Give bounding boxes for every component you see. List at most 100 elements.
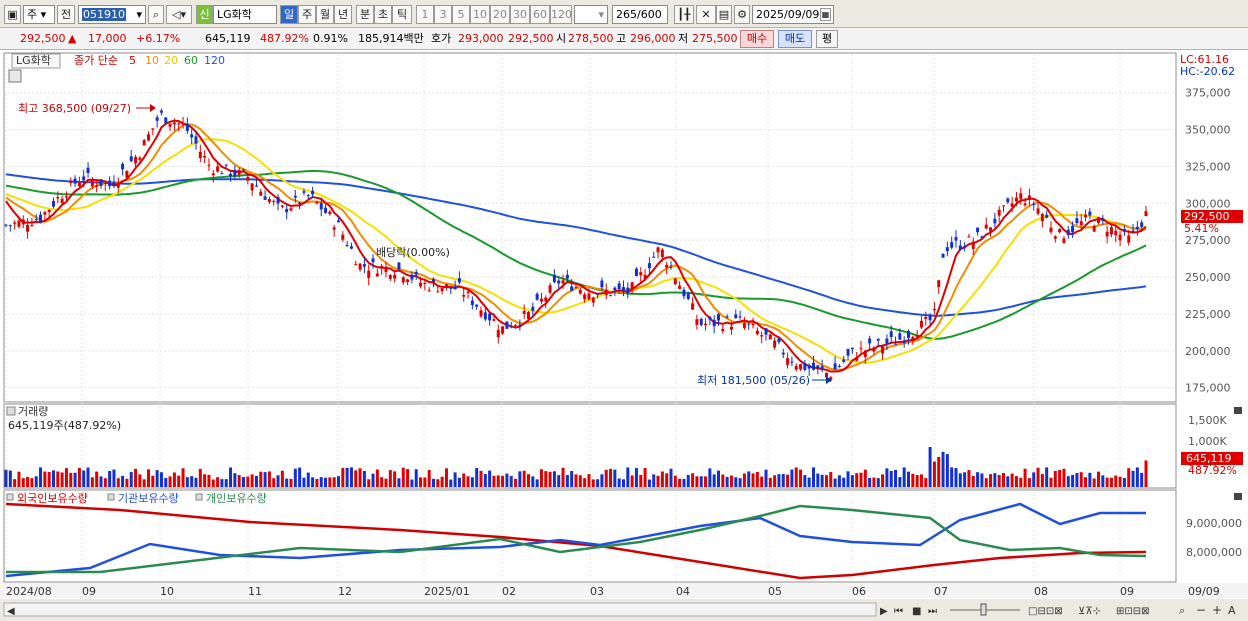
- x-tick-label: 10: [160, 585, 174, 598]
- candle-body: [816, 365, 820, 368]
- volume-bar: [1131, 470, 1135, 487]
- x-tick-label: 2024/08: [6, 585, 52, 598]
- candle-body: [324, 207, 328, 213]
- legend-foreign: 외국인보유수량: [17, 492, 88, 505]
- price-change: 17,000: [88, 32, 127, 45]
- view-icons[interactable]: ⊞⊡⊟⊠: [1116, 606, 1150, 617]
- volume-bar: [760, 476, 764, 487]
- candle-body: [8, 225, 12, 227]
- count-field[interactable]: 265/600: [612, 5, 668, 24]
- zoom-in-icon[interactable]: +: [1212, 603, 1222, 617]
- candle-body: [898, 333, 902, 340]
- zoom-slider-handle[interactable]: [980, 603, 987, 616]
- vol-tick-1500k: 1,500K: [1188, 414, 1227, 427]
- candle-body: [1075, 218, 1079, 224]
- interval-10[interactable]: 10: [470, 5, 490, 24]
- volume-bar: [13, 479, 17, 487]
- period-month[interactable]: 월: [316, 5, 334, 24]
- play-forward-icon[interactable]: ⏭: [928, 606, 937, 617]
- volume-bar: [1027, 478, 1031, 487]
- volume-bar: [17, 471, 21, 487]
- interval-120[interactable]: 120: [550, 5, 572, 24]
- period-tick[interactable]: 틱: [392, 5, 412, 24]
- volume-bar: [527, 474, 530, 487]
- volume-bar: [665, 473, 669, 487]
- type-select[interactable]: 주 ▾: [23, 5, 55, 24]
- font-size-icon[interactable]: A: [1228, 604, 1236, 617]
- new-badge[interactable]: 신: [196, 5, 213, 24]
- volume-bar: [773, 475, 777, 487]
- interval-3[interactable]: 3: [434, 5, 452, 24]
- volume-bar: [846, 471, 850, 487]
- candle-body: [699, 318, 703, 326]
- interval-custom-select[interactable]: ▾: [574, 5, 608, 24]
- candle-icon[interactable]: ┃╂: [674, 5, 694, 24]
- period-week[interactable]: 주: [298, 5, 316, 24]
- scroll-left-icon[interactable]: ◀: [7, 606, 15, 617]
- bid-price: 292,500: [508, 32, 554, 45]
- volume-bar: [509, 475, 513, 487]
- interval-5[interactable]: 5: [452, 5, 470, 24]
- volume-bar: [8, 470, 12, 487]
- candle-body: [21, 219, 25, 225]
- holdings-close-icon[interactable]: [1234, 493, 1242, 500]
- code-input[interactable]: 051910 ▾: [78, 5, 146, 24]
- volume-bar: [147, 469, 150, 487]
- candle-body: [229, 173, 233, 177]
- buy-button[interactable]: 매수: [740, 30, 774, 48]
- volume-bar: [457, 477, 461, 487]
- crosshair-icon[interactable]: ✕: [696, 5, 716, 24]
- volume-bar: [764, 469, 768, 487]
- price-tick-label: 275,000: [1185, 234, 1231, 247]
- period-day[interactable]: 일: [280, 5, 298, 24]
- volume-bar: [401, 467, 405, 487]
- settings-icon[interactable]: ⚙: [734, 5, 750, 24]
- volume-bar: [172, 472, 176, 487]
- stock-name-field[interactable]: LG화학: [213, 5, 277, 24]
- volume-bar: [47, 471, 51, 487]
- play-back-icon[interactable]: ⏮: [894, 606, 903, 617]
- layout-icon[interactable]: ▣: [4, 5, 21, 24]
- candle-body: [915, 335, 919, 338]
- candle-body: [764, 328, 768, 335]
- date-field[interactable]: 2025/09/09 ▦: [752, 5, 834, 24]
- sound-icon[interactable]: ◁▾: [166, 5, 192, 24]
- volume-bar: [1002, 473, 1005, 487]
- period-year[interactable]: 년: [334, 5, 352, 24]
- volume-bar: [535, 479, 539, 487]
- volume-bar: [121, 475, 125, 487]
- prev-button[interactable]: 전: [57, 5, 75, 24]
- draw-tools-icons[interactable]: ⊻⊼⊹: [1078, 606, 1101, 617]
- stop-icon[interactable]: ■: [912, 606, 921, 617]
- grid-toggle-icon[interactable]: [8, 69, 22, 83]
- price-chart[interactable]: 375,000 350,000 325,000 300,000 275,000 250,0…: [0, 50, 1248, 621]
- candle-body: [1019, 193, 1023, 200]
- candle-body: [561, 280, 565, 284]
- avg-button[interactable]: 평: [816, 30, 838, 48]
- layout-icons[interactable]: □⊟⊡⊠: [1028, 606, 1063, 617]
- horizontal-scrollbar[interactable]: [3, 602, 877, 617]
- volume-panel-icon[interactable]: [6, 406, 16, 416]
- interval-20[interactable]: 20: [490, 5, 510, 24]
- period-minute[interactable]: 분: [356, 5, 374, 24]
- interval-1[interactable]: 1: [416, 5, 434, 24]
- interval-60[interactable]: 60: [530, 5, 550, 24]
- scroll-right-icon[interactable]: ▶: [880, 606, 888, 617]
- volume-bar: [578, 475, 582, 487]
- save-icon[interactable]: ▤: [716, 5, 732, 24]
- volume-bar: [34, 476, 38, 487]
- candle-body: [609, 295, 613, 297]
- sell-button[interactable]: 매도: [778, 30, 812, 48]
- candle-body: [557, 280, 561, 284]
- interval-30[interactable]: 30: [510, 5, 530, 24]
- hc-value: HC:-20.62: [1180, 65, 1235, 78]
- zoom-out-search-icon[interactable]: ⌕: [1179, 604, 1185, 617]
- search-icon[interactable]: ⌕: [148, 5, 164, 24]
- volume-bar: [1105, 477, 1109, 487]
- volume-bar: [1036, 467, 1040, 487]
- candle-body: [306, 195, 310, 197]
- volume-close-icon[interactable]: [1234, 407, 1242, 414]
- period-second[interactable]: 초: [374, 5, 392, 24]
- candle-body: [69, 180, 73, 184]
- zoom-out-icon[interactable]: −: [1196, 603, 1206, 617]
